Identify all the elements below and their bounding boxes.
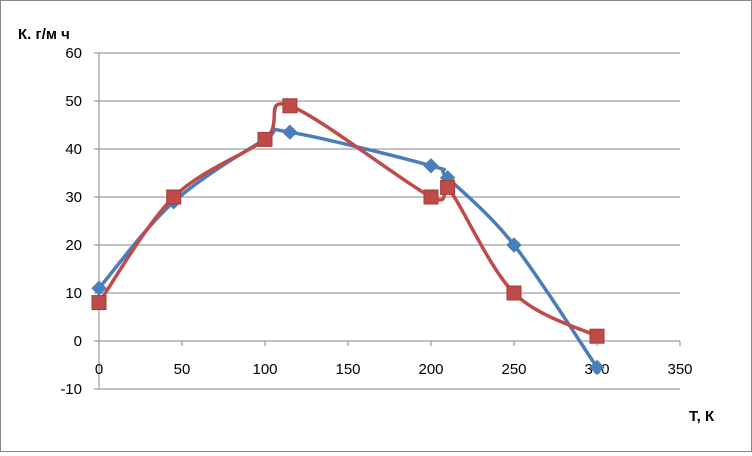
data-point-diamond xyxy=(423,158,439,174)
series-line xyxy=(97,102,598,338)
data-point-square xyxy=(506,285,522,301)
y-tick-label: 50 xyxy=(65,93,82,110)
series-2 xyxy=(91,98,605,344)
x-tick-label: 100 xyxy=(252,361,277,378)
y-axis-title: К. г/м ч xyxy=(18,26,70,43)
y-tick-label: -10 xyxy=(60,381,82,398)
data-point-square xyxy=(166,189,182,205)
axes xyxy=(94,52,681,390)
gridlines xyxy=(99,52,680,390)
data-point-square xyxy=(423,189,439,205)
series-plot xyxy=(91,98,605,376)
data-point-square xyxy=(282,98,298,114)
y-tick-label: 0 xyxy=(74,333,82,350)
y-tick-label: 40 xyxy=(65,141,82,158)
x-tick-label: 0 xyxy=(95,361,103,378)
data-point-square xyxy=(440,179,456,195)
data-point-square xyxy=(91,295,107,311)
data-point-square xyxy=(589,328,605,344)
series-line xyxy=(97,127,599,369)
y-tick-label: 30 xyxy=(65,189,82,206)
series-1 xyxy=(91,124,605,376)
y-tick-label: 60 xyxy=(65,45,82,62)
x-tick-label: 350 xyxy=(667,361,692,378)
x-tick-label: 50 xyxy=(174,361,191,378)
data-point-diamond xyxy=(506,237,522,253)
y-tick-label: 10 xyxy=(65,285,82,302)
data-point-diamond xyxy=(282,124,298,140)
tick-labels: -100102030405060050100150200250300350 xyxy=(60,45,692,398)
x-tick-label: 200 xyxy=(418,361,443,378)
y-tick-label: 20 xyxy=(65,237,82,254)
x-tick-label: 250 xyxy=(501,361,526,378)
data-point-square xyxy=(257,131,273,147)
data-point-diamond xyxy=(589,359,605,376)
x-tick-label: 150 xyxy=(335,361,360,378)
x-axis-title: Т, К xyxy=(689,408,715,425)
